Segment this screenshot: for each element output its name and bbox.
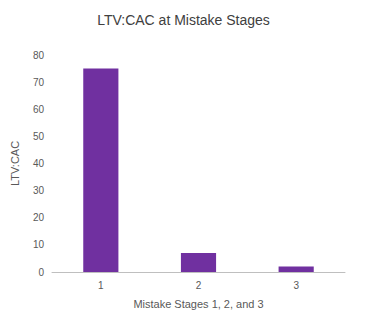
svg-text:LTV:CAC at Mistake Stages: LTV:CAC at Mistake Stages: [97, 12, 270, 28]
svg-text:LTV:CAC: LTV:CAC: [9, 141, 21, 186]
svg-text:10: 10: [33, 239, 45, 250]
svg-text:3: 3: [293, 280, 299, 291]
svg-text:0: 0: [38, 267, 44, 278]
svg-text:30: 30: [33, 185, 45, 196]
svg-text:2: 2: [196, 280, 202, 291]
svg-text:70: 70: [33, 77, 45, 88]
svg-text:80: 80: [33, 50, 45, 61]
svg-text:50: 50: [33, 131, 45, 142]
svg-text:1: 1: [98, 280, 104, 291]
svg-text:Mistake Stages 1, 2, and 3: Mistake Stages 1, 2, and 3: [133, 298, 263, 310]
svg-text:20: 20: [33, 212, 45, 223]
svg-text:60: 60: [33, 104, 45, 115]
svg-text:40: 40: [33, 158, 45, 169]
